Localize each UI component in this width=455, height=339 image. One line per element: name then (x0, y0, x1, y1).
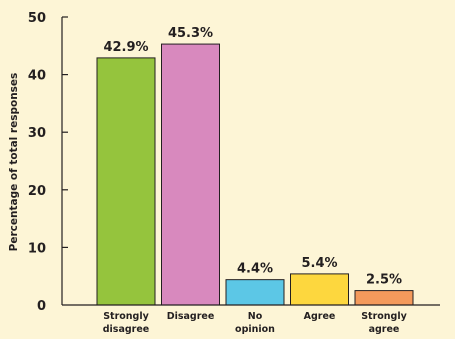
bar-data-label: 2.5% (366, 273, 402, 288)
bar-data-label: 4.4% (237, 262, 273, 277)
x-category-label: Agree (304, 311, 336, 322)
y-tick-label: 10 (28, 241, 46, 256)
bar (161, 43, 220, 306)
bar-data-label: 5.4% (301, 256, 337, 271)
bar (96, 57, 156, 306)
bar (354, 290, 414, 306)
x-category-label: agree (369, 324, 400, 335)
bar-data-label: 45.3% (168, 26, 213, 41)
y-tick-label: 50 (28, 11, 46, 26)
bars: 42.9% 45.3% 4.4% 5.4% 2.5% (96, 26, 414, 306)
y-tick-label: 0 (37, 299, 46, 314)
y-axis: 0 10 20 30 40 50 (28, 11, 68, 314)
x-category-label: Strongly (361, 311, 407, 322)
x-category-label: opinion (235, 324, 275, 335)
bar-data-label: 42.9% (103, 40, 148, 55)
y-tick-label: 40 (28, 69, 46, 84)
bar (225, 279, 285, 306)
y-tick-label: 30 (28, 126, 46, 141)
x-axis: Strongly disagree Disagree No opinion Agree St… (62, 304, 440, 335)
bar (290, 273, 349, 306)
x-category-label: No (248, 311, 263, 322)
x-category-label: Strongly (103, 311, 149, 322)
y-tick-label: 20 (28, 184, 46, 199)
x-category-label: disagree (103, 324, 150, 335)
x-category-label: Disagree (167, 311, 215, 322)
y-axis-title: Percentage of total responses (8, 73, 20, 252)
